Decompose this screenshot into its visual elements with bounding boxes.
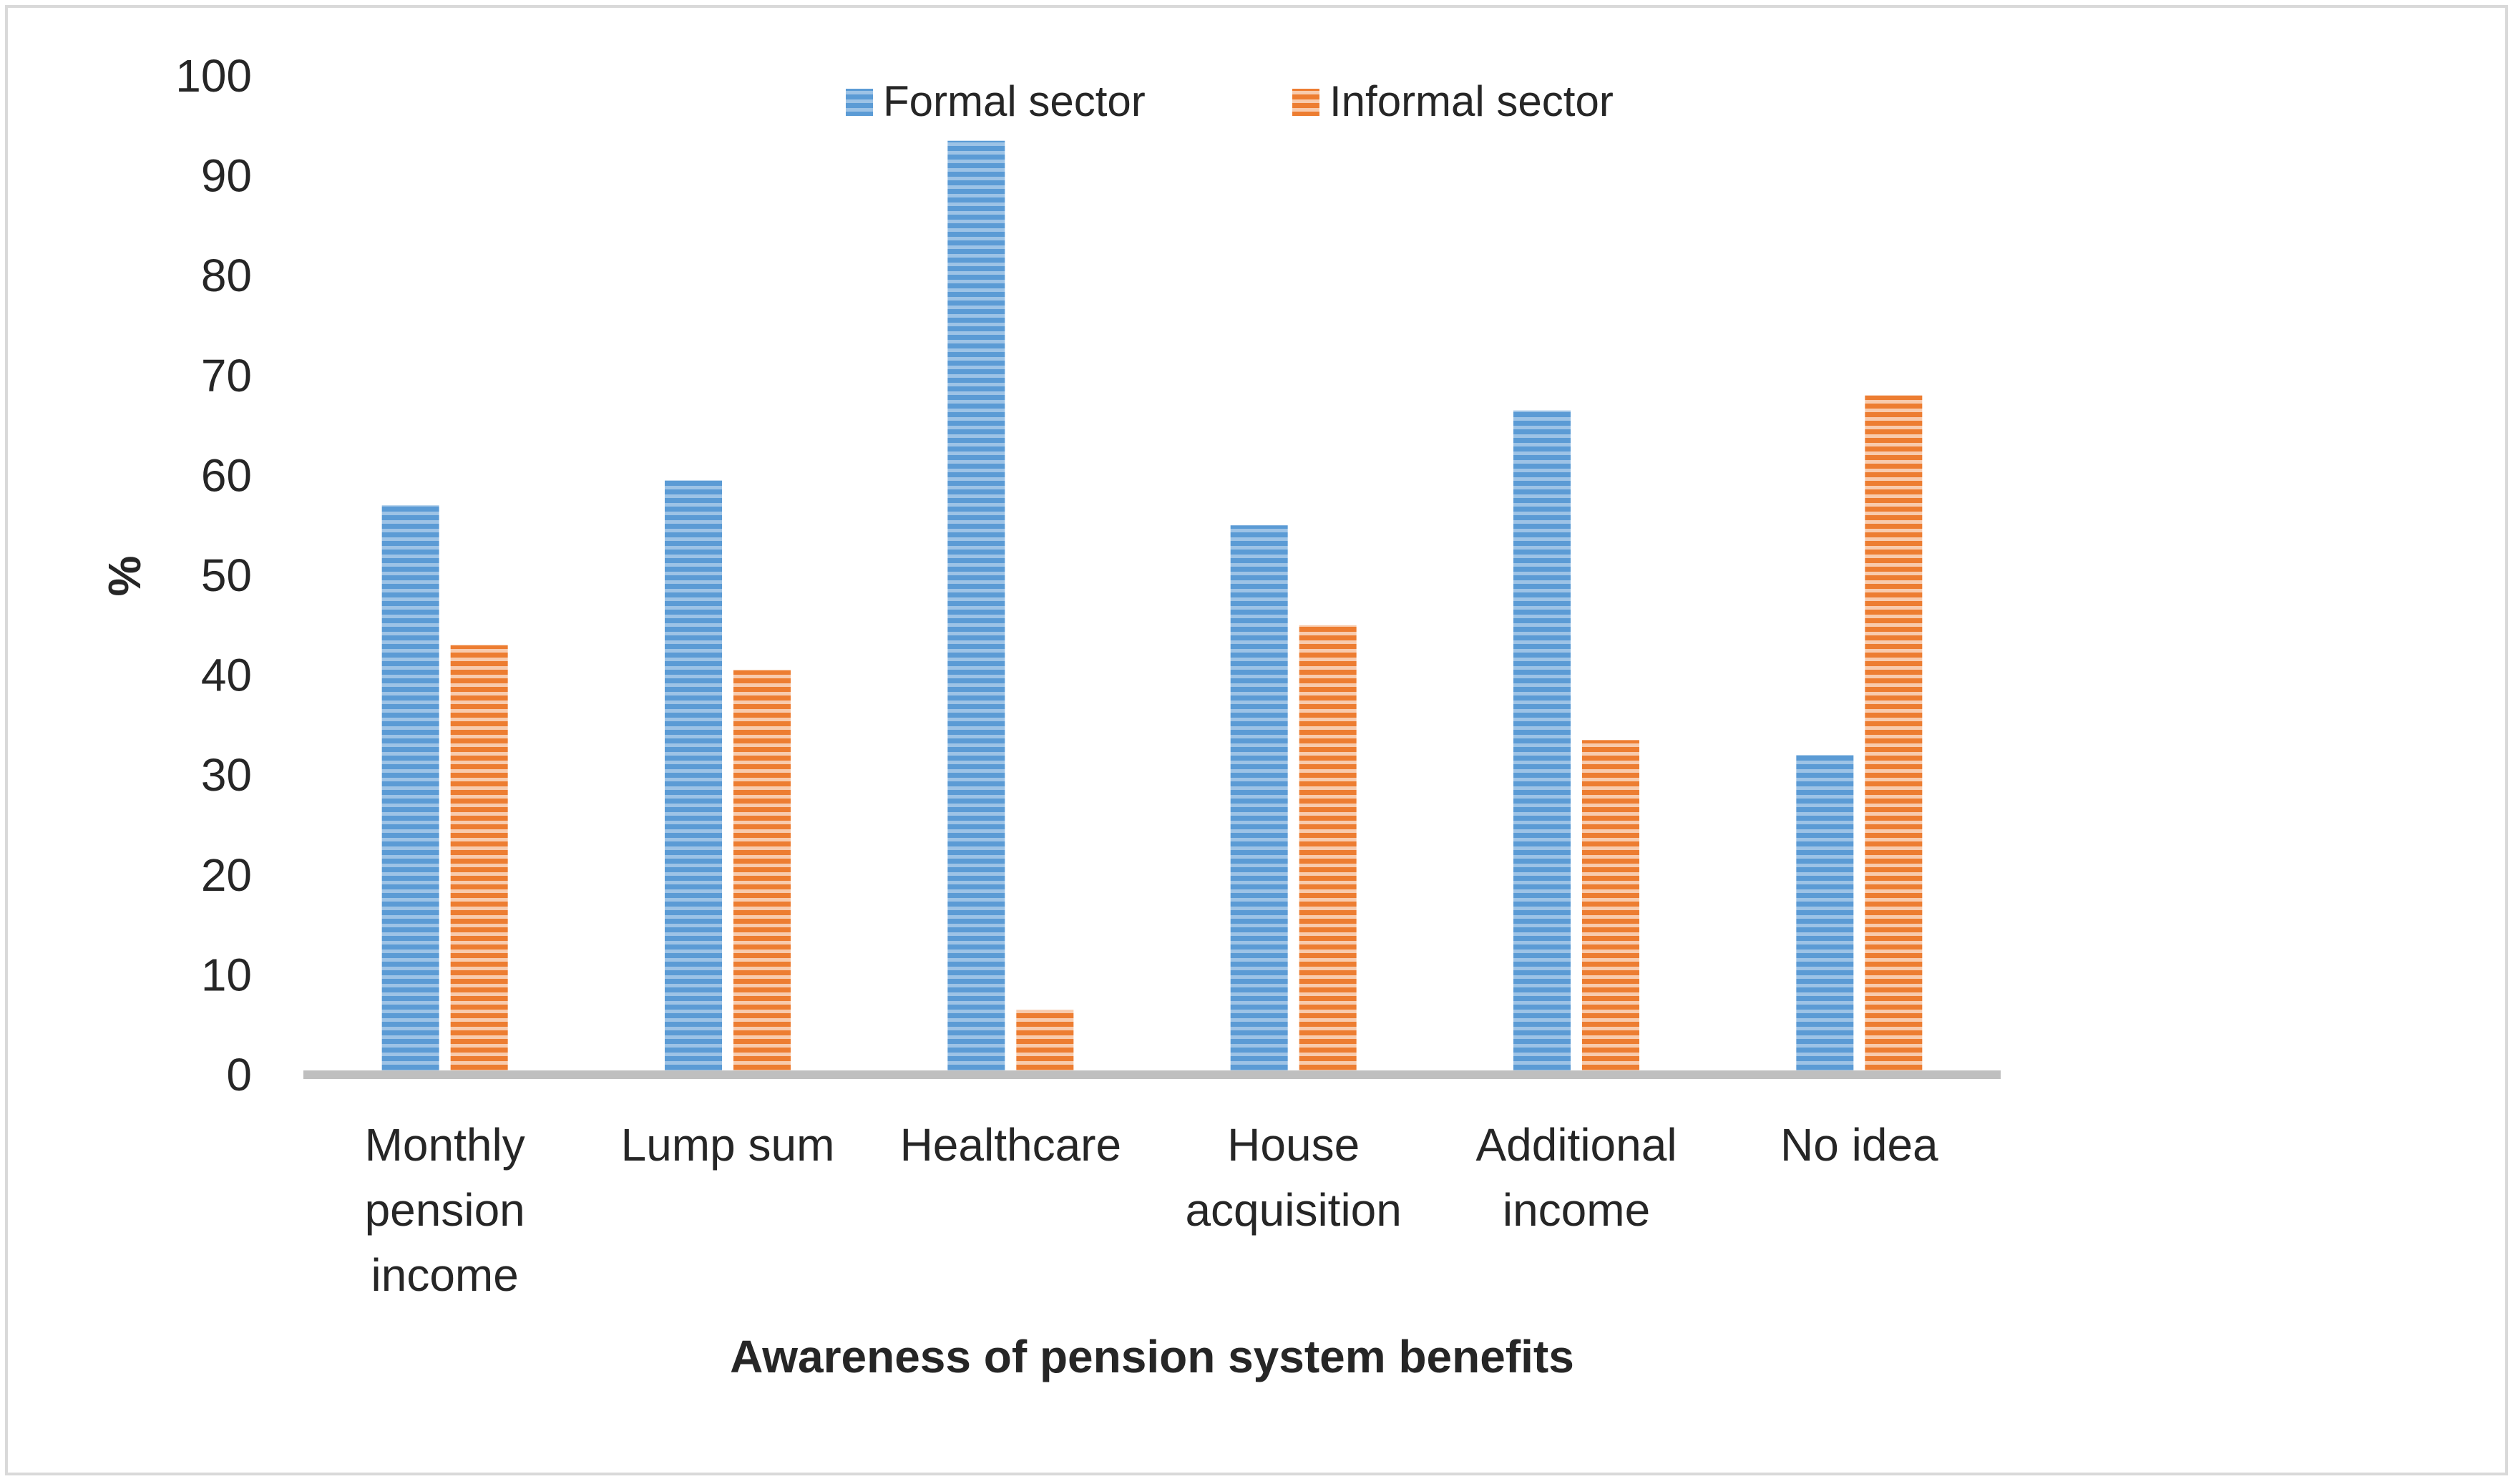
y-tick-label-40: 40 <box>201 650 252 701</box>
bar-informal-1 <box>733 670 791 1075</box>
y-axis-ticks: 0 10 20 30 40 50 60 70 80 90 100 <box>175 50 252 1100</box>
x-axis-category-labels: Monthly pension income Lump sum Healthcare Ho… <box>365 1119 1938 1301</box>
y-tick-label-60: 60 <box>201 449 252 501</box>
y-tick-label-10: 10 <box>201 949 252 1000</box>
bar-formal-1 <box>665 480 722 1075</box>
category-label-5-0: No idea <box>1780 1119 1938 1171</box>
legend: Formal sector Informal sector <box>846 77 1614 125</box>
category-label-0-0: Monthly <box>365 1119 525 1171</box>
y-tick-label-70: 70 <box>201 350 252 401</box>
y-tick-label-80: 80 <box>201 250 252 301</box>
bar-informal-3 <box>1299 625 1357 1075</box>
bar-formal-2 <box>947 140 1005 1075</box>
category-label-4-0: Additional <box>1475 1119 1677 1171</box>
y-tick-label-100: 100 <box>175 50 252 102</box>
legend-label-formal: Formal sector <box>883 77 1146 125</box>
bar-formal-0 <box>381 505 439 1075</box>
y-tick-label-20: 20 <box>201 849 252 901</box>
legend-swatch-formal <box>846 89 873 116</box>
bar-informal-5 <box>1865 395 1923 1075</box>
category-label-3-1: acquisition <box>1185 1184 1401 1236</box>
category-label-4-1: income <box>1503 1184 1650 1236</box>
bar-informal-4 <box>1582 740 1639 1075</box>
bar-formal-5 <box>1796 755 1854 1075</box>
bar-informal-2 <box>1016 1010 1074 1075</box>
category-label-0-2: income <box>371 1249 519 1301</box>
category-label-0-1: pension <box>365 1184 525 1236</box>
legend-label-informal: Informal sector <box>1329 77 1614 125</box>
bar-series <box>381 140 1923 1075</box>
y-tick-label-0: 0 <box>226 1049 252 1100</box>
bar-formal-4 <box>1513 410 1571 1075</box>
y-tick-label-90: 90 <box>201 150 252 202</box>
y-tick-label-50: 50 <box>201 550 252 601</box>
bar-informal-0 <box>450 645 508 1075</box>
category-label-1-0: Lump sum <box>621 1119 835 1171</box>
y-tick-label-30: 30 <box>201 749 252 801</box>
legend-swatch-informal <box>1292 89 1319 116</box>
category-label-2-0: Healthcare <box>900 1119 1122 1171</box>
bar-formal-3 <box>1230 525 1288 1075</box>
y-axis-title: % <box>99 556 150 597</box>
x-axis-title: Awareness of pension system benefits <box>730 1331 1574 1382</box>
category-label-3-0: House <box>1227 1119 1360 1171</box>
